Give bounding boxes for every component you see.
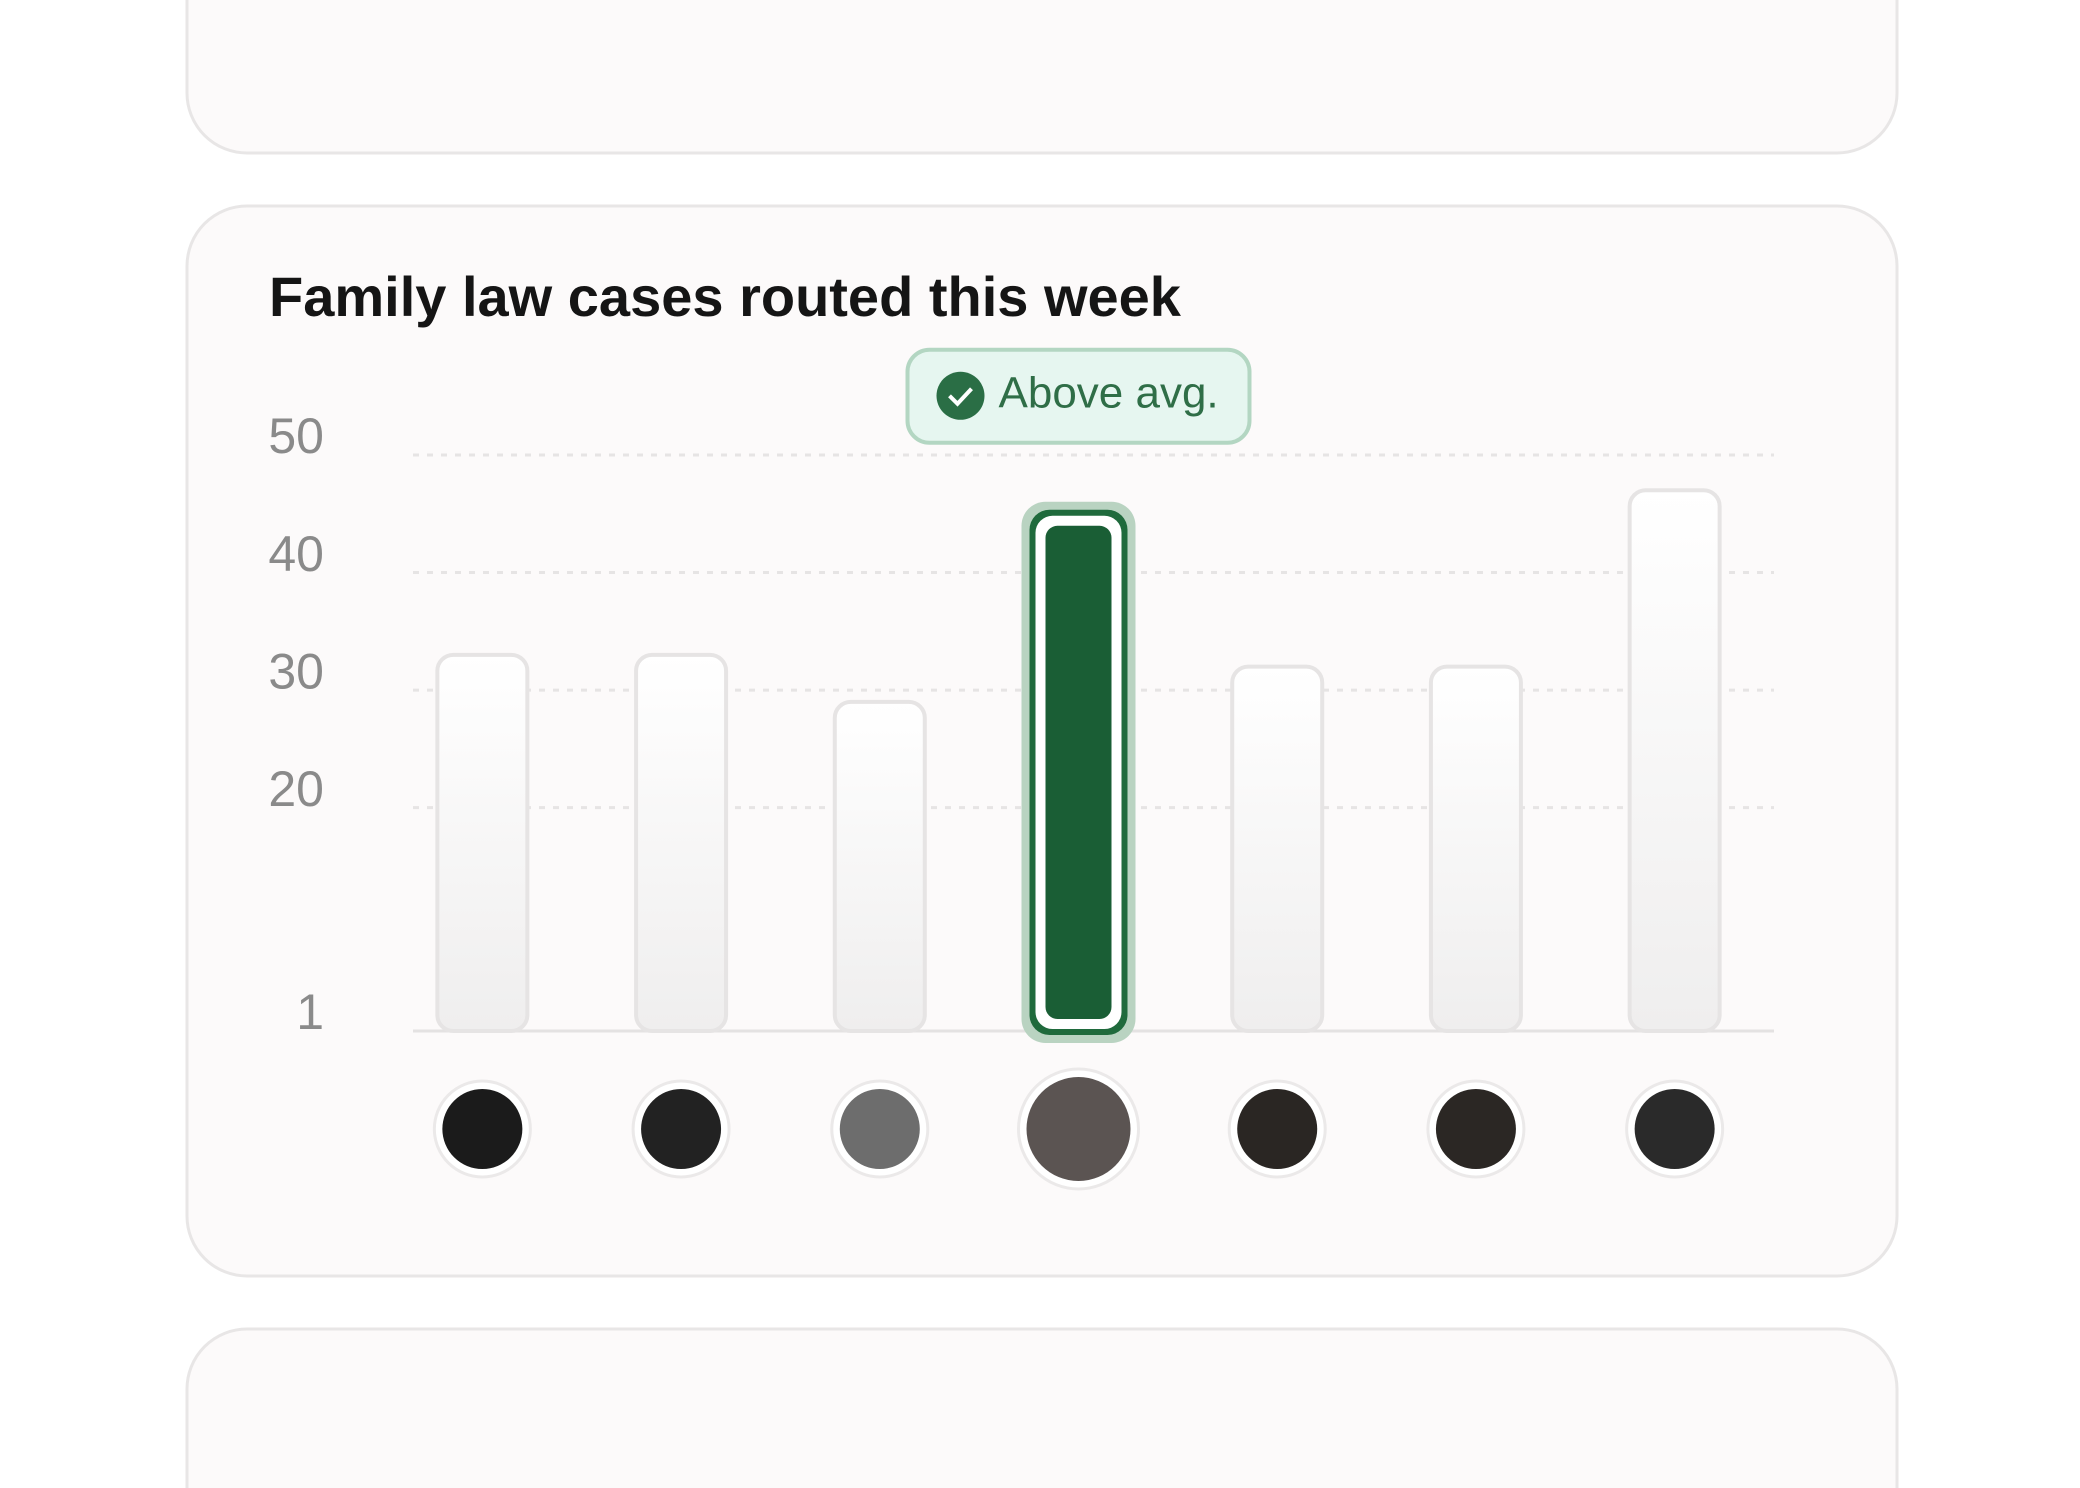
avatar xyxy=(442,1089,523,1169)
bar xyxy=(1428,664,1523,1034)
bar xyxy=(1045,525,1112,1019)
avatar xyxy=(1237,1089,1318,1169)
y-tick-label: 20 xyxy=(268,761,324,817)
annotation-pill xyxy=(905,347,1252,445)
bar xyxy=(435,652,530,1033)
avatar xyxy=(839,1089,920,1169)
annotation-check xyxy=(948,387,973,407)
avatar xyxy=(641,1089,722,1169)
chart-title: Family law cases routed this week xyxy=(269,265,1182,328)
bar xyxy=(1627,488,1722,1033)
avatar xyxy=(1026,1077,1131,1181)
avatar xyxy=(1634,1089,1715,1169)
y-tick-label: 50 xyxy=(268,408,324,464)
card-bottom xyxy=(185,1327,1899,1488)
bar xyxy=(832,699,927,1033)
annotation-icon xyxy=(936,371,985,420)
bar xyxy=(1230,664,1325,1034)
card-top xyxy=(185,0,1899,155)
avatar xyxy=(1435,1089,1516,1169)
bar xyxy=(634,652,729,1033)
y-tick-label: 40 xyxy=(268,526,324,582)
y-tick-label: 1 xyxy=(296,984,324,1040)
annotation-text: Above avg. xyxy=(999,368,1219,417)
y-tick-label: 30 xyxy=(268,643,324,699)
